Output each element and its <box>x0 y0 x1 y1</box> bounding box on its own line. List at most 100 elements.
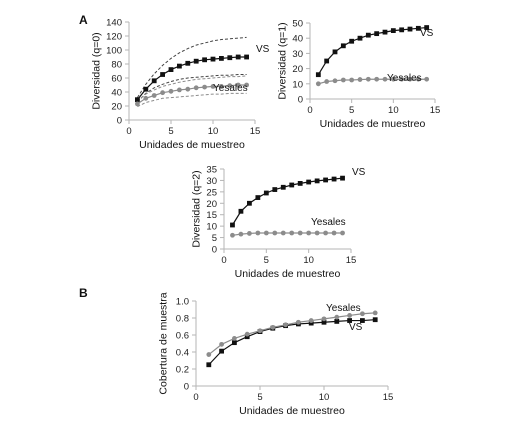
y-tick-label: 0 <box>298 95 303 106</box>
data-point-vs <box>235 54 241 60</box>
data-point-yesales <box>289 230 295 236</box>
ci-lower-yesales <box>137 92 247 108</box>
data-point-vs <box>334 319 340 324</box>
data-point-yesales <box>283 322 288 328</box>
y-tick-label: 20 <box>111 102 122 113</box>
y-tick-label: 0 <box>212 245 217 256</box>
data-point-vs <box>360 318 365 323</box>
y-tick-label: 50 <box>292 19 303 30</box>
y-tick-label: 120 <box>106 32 122 43</box>
data-point-vs <box>372 317 378 323</box>
data-point-yesales <box>296 319 301 325</box>
data-point-yesales <box>257 328 263 334</box>
data-point-yesales <box>390 76 396 82</box>
data-point-yesales <box>232 336 237 341</box>
series-label-yesales: Yesales <box>387 73 422 84</box>
data-point-vs <box>415 25 421 31</box>
x-tick-label: 10 <box>303 255 314 266</box>
data-point-vs <box>314 178 320 184</box>
data-point-vs <box>272 187 278 192</box>
data-point-yesales <box>374 76 380 82</box>
data-point-vs <box>306 179 312 185</box>
data-point-vs <box>227 55 233 61</box>
y-axis-label: Cobertura de muestra <box>157 292 169 394</box>
chart-diversity-q0: 0 5 10 15 0 20 40 60 80 100 120 140 Unidades de mues… <box>90 18 269 152</box>
data-point-vs <box>340 175 345 181</box>
data-point-yesales <box>407 76 413 82</box>
ci-upper-vs <box>136 36 247 98</box>
panel-letter-a: A <box>79 13 88 27</box>
x-tick-label: 15 <box>383 392 394 403</box>
y-tick-label: 10 <box>292 79 303 90</box>
x-tick-label: 15 <box>250 126 261 137</box>
data-point-yesales <box>315 81 321 87</box>
x-axis-label: Unidades de muestreo <box>139 139 245 151</box>
data-point-yesales <box>280 230 286 236</box>
data-point-yesales <box>151 93 157 98</box>
data-point-yesales <box>272 230 278 236</box>
data-point-vs <box>168 67 174 72</box>
data-point-yesales <box>424 76 430 82</box>
data-point-yesales <box>244 331 250 337</box>
x-axis-label: Unidades de muestreo <box>239 405 345 417</box>
data-point-vs <box>185 60 191 66</box>
y-axis-label: Diversidad (q=2) <box>191 170 203 247</box>
data-point-yesales <box>308 318 314 323</box>
data-point-yesales <box>206 352 212 357</box>
y-tick-label: 20 <box>206 199 217 210</box>
data-point-vs <box>399 27 405 33</box>
data-point-vs <box>280 184 286 190</box>
data-point-yesales <box>360 311 365 317</box>
data-point-yesales <box>415 76 421 82</box>
data-point-yesales <box>340 230 345 236</box>
data-point-yesales <box>349 77 355 83</box>
y-tick-label: 100 <box>106 46 122 57</box>
x-axis-label: Unidades de muestreo <box>235 268 341 280</box>
data-point-vs <box>297 181 303 186</box>
data-point-vs <box>324 58 330 64</box>
y-tick-label: 0.6 <box>176 331 189 342</box>
data-point-yesales <box>297 230 303 236</box>
data-point-vs <box>390 28 396 33</box>
chart-diversity-q1: 0 5 10 15 0 10 20 30 40 50 Unidades de muestreo Div… <box>277 19 441 131</box>
series-label-yesales: Yesales <box>213 83 248 94</box>
data-point-yesales <box>324 79 330 84</box>
data-point-yesales <box>160 90 166 96</box>
data-point-vs <box>407 26 413 32</box>
x-tick-label: 5 <box>168 126 173 137</box>
data-point-yesales <box>230 232 235 238</box>
data-point-yesales <box>306 230 312 236</box>
y-tick-label: 20 <box>292 64 303 75</box>
data-point-yesales <box>219 341 225 347</box>
data-point-yesales <box>372 310 378 316</box>
y-tick-label: 0.4 <box>176 348 189 359</box>
x-tick-label: 0 <box>126 126 131 137</box>
y-tick-label: 10 <box>206 222 217 233</box>
data-point-yesales <box>340 77 346 83</box>
data-point-yesales <box>270 324 276 330</box>
y-tick-label: 0.2 <box>176 365 189 376</box>
data-point-vs <box>357 35 363 41</box>
y-tick-label: 60 <box>111 74 122 85</box>
data-point-vs <box>255 195 261 200</box>
x-tick-label: 0 <box>307 105 312 116</box>
data-point-vs <box>160 72 165 77</box>
series-label-vs: VS <box>420 28 434 39</box>
data-point-vs <box>143 86 149 92</box>
series-label-vs: VS <box>352 167 366 178</box>
data-point-vs <box>238 208 244 214</box>
x-tick-label: 5 <box>264 255 269 266</box>
x-tick-label: 5 <box>349 105 354 116</box>
y-axis-label: Diversidad (q=0) <box>90 32 102 109</box>
data-point-yesales <box>168 88 174 94</box>
data-point-vs <box>219 56 224 61</box>
y-tick-label: 0.8 <box>176 314 189 325</box>
series-label-yesales: Yesales <box>311 217 346 228</box>
y-tick-label: 1.0 <box>176 297 189 308</box>
data-point-vs <box>365 32 371 38</box>
data-point-vs <box>332 49 338 55</box>
data-point-vs <box>151 78 157 84</box>
data-point-yesales <box>399 76 405 82</box>
data-point-yesales <box>227 83 233 89</box>
